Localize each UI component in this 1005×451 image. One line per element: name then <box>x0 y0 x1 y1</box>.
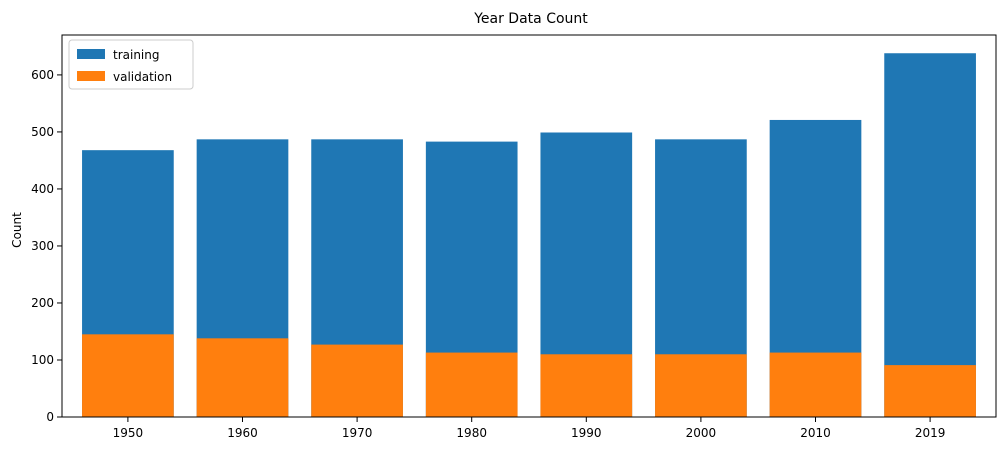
bars-layer <box>82 53 976 417</box>
x-tick-label: 2000 <box>686 426 717 440</box>
legend-label-validation: validation <box>113 70 172 84</box>
x-tick-label: 1990 <box>571 426 602 440</box>
bar-validation-1990 <box>540 354 633 417</box>
legend: training validation <box>68 39 194 90</box>
y-tick-label: 200 <box>31 296 54 310</box>
legend-swatch-validation <box>77 71 105 81</box>
x-tick-label: 2019 <box>915 426 946 440</box>
bar-validation-2000 <box>655 354 747 417</box>
bar-validation-1950 <box>82 334 174 417</box>
bar-training-2019 <box>884 53 976 417</box>
bar-validation-1970 <box>311 344 403 417</box>
y-tick-label: 100 <box>31 353 54 367</box>
y-axis-label: Count <box>10 212 24 248</box>
x-tick-label: 2010 <box>800 426 831 440</box>
axes-layer: 0 100 200 300 400 500 600 1950 1960 1970 1980 1990 2… <box>31 34 997 440</box>
bar-validation-1980 <box>425 352 518 417</box>
y-tick-label: 300 <box>31 239 54 253</box>
legend-label-training: training <box>113 48 160 62</box>
bar-validation-2010 <box>769 352 862 417</box>
x-tick-label: 1950 <box>113 426 144 440</box>
x-tick-label: 1970 <box>342 426 373 440</box>
y-tick-label: 0 <box>46 410 54 424</box>
legend-swatch-training <box>77 49 105 59</box>
bar-validation-1960 <box>196 338 289 417</box>
y-tick-label: 600 <box>31 68 54 82</box>
plot-frame <box>61 34 997 418</box>
x-tick-label: 1960 <box>227 426 258 440</box>
x-tick-label: 1980 <box>456 426 487 440</box>
bar-validation-2019 <box>884 365 976 417</box>
y-tick-label: 500 <box>31 125 54 139</box>
chart-title: Year Data Count <box>473 11 588 27</box>
y-tick-label: 400 <box>31 182 54 196</box>
